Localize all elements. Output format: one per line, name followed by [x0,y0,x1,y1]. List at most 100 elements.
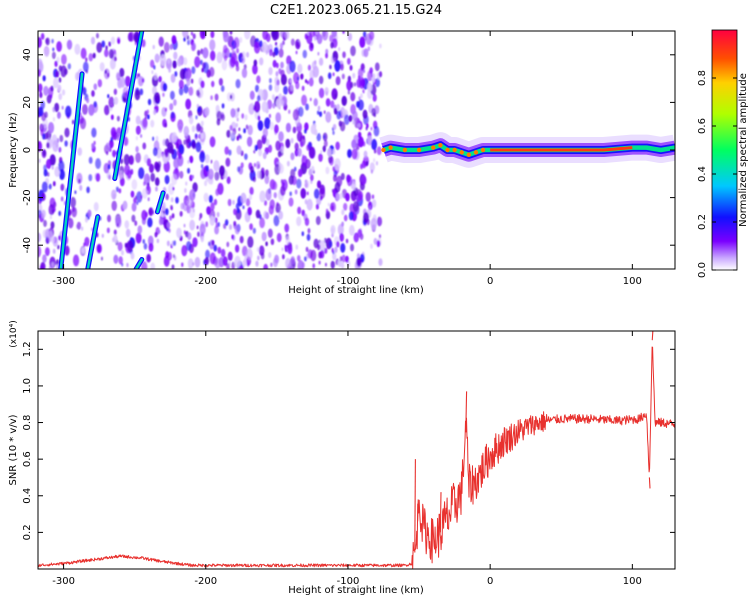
noise-blob [255,209,261,219]
noise-blob [103,104,110,116]
noise-blob [322,145,326,153]
noise-blob [334,60,341,72]
noise-blob [250,165,254,174]
noise-blob [84,216,88,223]
ridge-peak [490,146,633,152]
noise-blob [242,205,245,210]
noise-blob [56,41,62,52]
noise-blob [117,79,123,89]
noise-blob [342,51,346,59]
noise-blob [246,136,253,147]
noise-blob [93,101,98,108]
noise-blob [327,147,332,157]
snr-spike [465,391,468,423]
noise-blob [330,100,335,109]
noise-blob [334,246,338,253]
x-tick-label: 100 [623,276,642,287]
noise-blob [316,133,321,142]
noise-blob [341,95,347,107]
noise-blob [307,64,312,71]
noise-blob [230,130,235,139]
noise-blob [275,203,281,214]
noise-blob [281,146,285,153]
noise-blob [265,189,272,201]
noise-blob [213,244,218,252]
noise-blob [245,124,249,130]
noise-blob [192,33,196,40]
noise-blob [77,147,83,156]
ridge-hotspot [438,143,443,148]
noise-blob [113,229,117,236]
noise-blob [301,85,305,91]
noise-blob [51,262,55,268]
noise-blob [91,90,95,97]
snr-spike [648,477,651,489]
noise-blob [241,67,248,79]
noise-blob [236,207,240,214]
noise-blob [280,99,285,107]
noise-blob [268,251,272,259]
noise-blob [71,207,77,218]
noise-blob [274,124,279,134]
noise-blob [84,236,90,247]
noise-blob [329,34,334,43]
noise-blob [172,240,177,246]
noise-blob [187,159,190,164]
noise-blob [196,89,200,97]
noise-blob [178,152,182,160]
noise-blob [80,47,87,59]
noise-blob [295,50,298,55]
noise-blob [168,67,172,73]
noise-blob [313,36,317,41]
noise-blob [130,252,135,260]
noise-blob [249,223,253,231]
noise-blob [61,89,66,96]
noise-blob [268,113,272,119]
figure-title: C2E1.2023.065.21.15.G24 [270,3,442,18]
noise-blob [350,81,354,89]
noise-blob [357,229,363,238]
noise-blob [234,224,240,235]
noise-blob [284,31,290,40]
noise-blob [143,243,148,250]
noise-blob [199,125,204,134]
noise-blob [336,110,342,120]
noise-blob [288,197,294,207]
noise-blob [210,31,215,39]
noise-blob [328,240,333,248]
noise-blob [135,136,138,141]
noise-blob [356,101,360,108]
noise-blob [296,178,302,189]
noise-blob [100,256,104,261]
noise-blob [336,241,340,248]
noise-blob [106,151,109,156]
noise-blob [199,151,206,163]
spectrogram-x-ticks: -300 -200 -100 0 100 [52,31,642,287]
noise-blob [167,142,174,154]
noise-blob [230,44,235,51]
noise-blob [253,101,261,113]
snr-background [38,331,675,569]
noise-blob [109,58,116,70]
snr-y-ticks: 0.2 0.4 0.6 0.8 1.0 1.2 [22,341,675,540]
noise-blob [108,174,111,180]
noise-blob [173,99,177,106]
noise-blob [66,39,73,50]
noise-blob [319,187,326,199]
ridge-hotspot [466,152,472,157]
noise-blob [275,62,279,69]
snr-spike [651,331,654,341]
noise-blob [272,59,277,68]
noise-blob [164,148,169,156]
noise-blob [240,52,243,58]
noise-blob [367,135,373,146]
noise-blob [171,264,175,269]
noise-blob [120,159,124,164]
noise-blob [152,136,155,141]
noise-blob [218,165,225,177]
noise-blob [52,248,56,254]
noise-blob [50,221,55,229]
noise-blob [370,243,373,249]
noise-blob [209,50,216,61]
noise-blob [348,224,355,236]
